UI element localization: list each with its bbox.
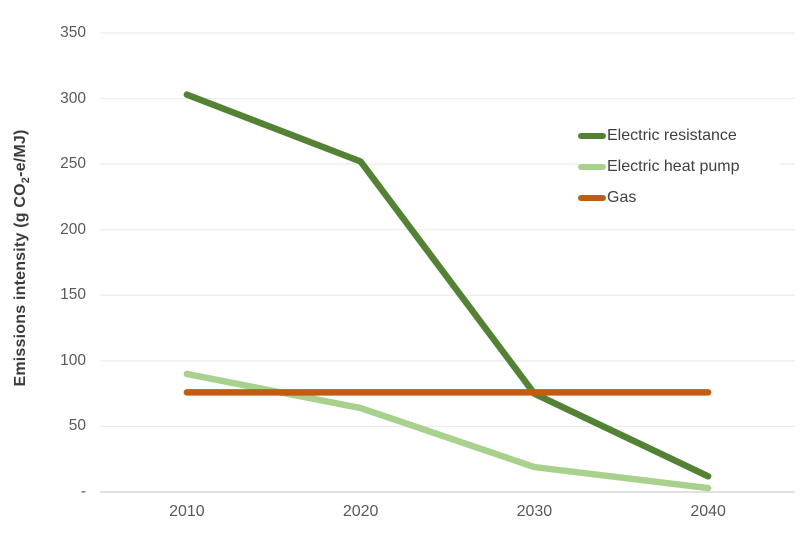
y-tick-label: 300 [60,89,86,107]
legend-swatch-icon [578,163,606,170]
y-axis-tick-labels: 350 300 250 200 150 100 50 - [0,0,86,555]
legend-label: Gas [607,188,637,206]
y-tick-label: 350 [60,24,86,41]
legend-swatch-icon [578,194,606,201]
x-tick-label: 2020 [342,503,379,520]
legend-item-electric-heat-pump: Electric heat pump [578,151,780,182]
y-tick-label: 50 [68,417,86,435]
y-tick-label: 200 [60,220,86,238]
legend-label: Electric resistance [607,126,737,144]
y-axis-title-text: Emissions intensity (g CO [12,183,29,387]
x-tick-label: 2010 [169,503,205,520]
y-tick-label: 150 [60,286,86,304]
y-tick-label: 100 [60,351,86,369]
legend-label: Electric heat pump [607,157,740,175]
y-tick-label: - [80,483,86,500]
y-axis-title-subscript: 2 [20,176,33,184]
y-axis-title-text-suffix: -e/MJ) [12,129,29,177]
legend-item-electric-resistance: Electric resistance [578,120,780,151]
x-tick-label: 2030 [516,503,553,520]
legend-item-gas: Gas [578,182,780,213]
legend-swatch-icon [578,132,606,139]
legend: Electric resistance Electric heat pump Gas [578,120,780,213]
y-tick-label: 250 [60,155,86,173]
y-axis-title: Emissions intensity (g CO2-e/MJ) [12,129,33,387]
x-tick-label: 2040 [690,503,726,520]
series-line-electric-resistance [183,91,712,480]
